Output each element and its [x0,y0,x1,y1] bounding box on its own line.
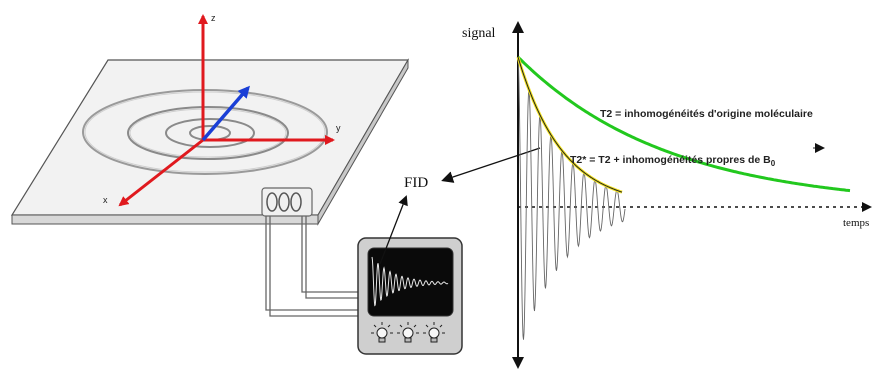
fid-arrow-from-graph [441,147,541,183]
fid-callout: FID [379,147,541,265]
signal-axis-label: signal [462,26,496,41]
oscilloscope-icon [357,237,463,355]
signal-graph: signal temps T2 = inhomogénéités d'origi… [462,21,872,369]
t2star-edge-line [517,56,623,193]
fid-arrow-from-scope [379,195,408,265]
x-axis [118,138,204,207]
t2star-label: T2* = T2 + inhomogénéités propres de B0 [570,154,776,168]
fid-label: FID [404,175,428,191]
x-axis-label: x [103,195,108,205]
coil-cables [265,216,358,317]
lightbulb-icon [371,322,445,343]
t2-envelope-curve [516,55,851,193]
time-axis-label: temps [843,217,869,229]
z-axis-label: z [211,13,216,23]
t2-label: T2 = inhomogénéités d'origine moléculair… [600,108,813,120]
axes-3d: z y x [103,13,341,207]
magnetization-vector [201,85,250,142]
sample-plate [10,58,410,226]
coil-icon [261,187,313,217]
y-axis-label: y [336,123,341,133]
fid-oscillation [517,56,626,340]
b0-vector-symbol: B [763,154,771,166]
oscilloscope-fid-trace [371,256,449,307]
